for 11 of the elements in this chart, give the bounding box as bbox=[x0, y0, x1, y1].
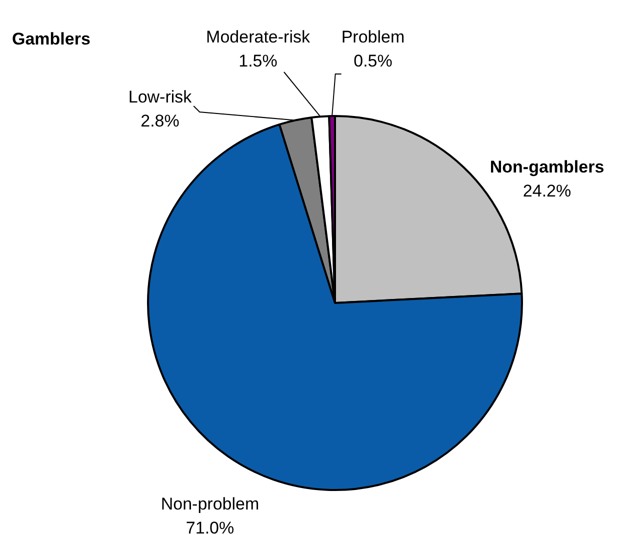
data-label: 71.0% bbox=[186, 518, 234, 535]
slice-label: Low-risk bbox=[128, 88, 192, 107]
data-label: 1.5% bbox=[238, 52, 278, 71]
slice-label: Non-problem bbox=[160, 494, 260, 514]
slice-label: Non-gamblers bbox=[490, 158, 604, 177]
slice-label: Moderate-risk bbox=[206, 28, 310, 47]
data-label: 0.5% bbox=[354, 52, 392, 71]
text: Gamblers bbox=[12, 30, 90, 49]
data-label: 2.8% bbox=[140, 112, 180, 131]
data-label: 24.2% bbox=[522, 182, 572, 201]
slice-label: Problem bbox=[341, 28, 405, 47]
